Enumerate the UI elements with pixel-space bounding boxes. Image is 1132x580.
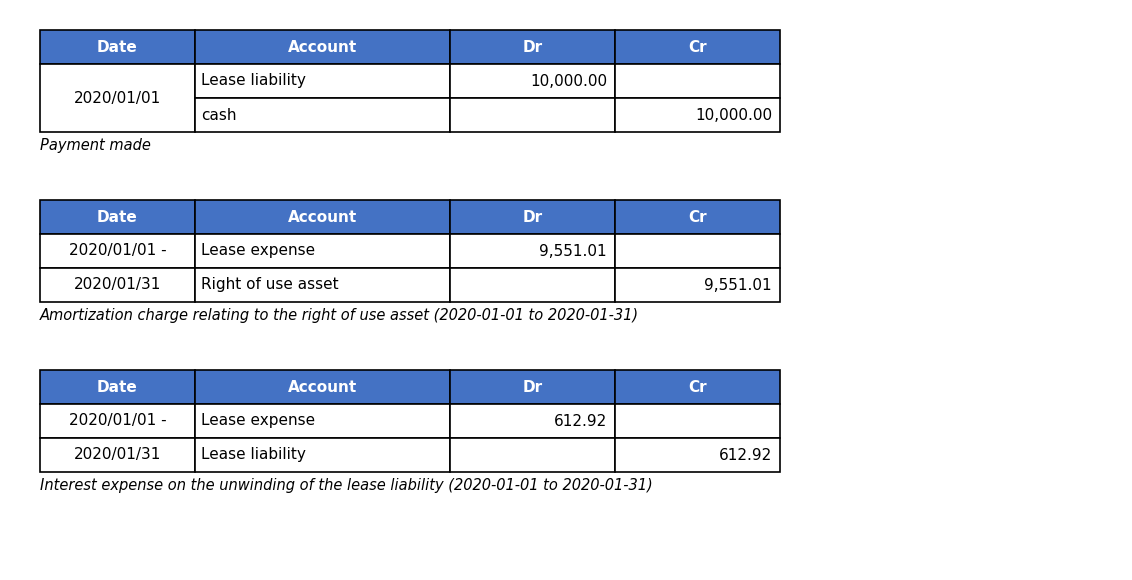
Text: Dr: Dr (523, 379, 542, 394)
Text: Lease liability: Lease liability (201, 74, 306, 89)
Text: Account: Account (288, 379, 357, 394)
Text: 2020/01/01 -: 2020/01/01 - (69, 244, 166, 259)
Bar (40, 438, 195, 472)
Bar (451, 200, 615, 234)
Bar (451, 98, 615, 132)
Bar (615, 98, 780, 132)
Bar (195, 370, 451, 404)
Bar (40, 370, 195, 404)
Text: Lease liability: Lease liability (201, 448, 306, 462)
Text: 612.92: 612.92 (554, 414, 607, 429)
Bar (451, 404, 615, 438)
Text: 10,000.00: 10,000.00 (530, 74, 607, 89)
Bar (40, 30, 195, 64)
Bar (40, 268, 195, 302)
Bar (615, 234, 780, 268)
Text: 612.92: 612.92 (719, 448, 772, 462)
Text: Date: Date (97, 209, 138, 224)
Text: Lease expense: Lease expense (201, 244, 315, 259)
Bar (615, 30, 780, 64)
Text: cash: cash (201, 107, 237, 122)
Bar (451, 234, 615, 268)
Text: 2020/01/31: 2020/01/31 (74, 448, 161, 462)
Bar (40, 404, 195, 438)
Text: Lease expense: Lease expense (201, 414, 315, 429)
Text: Interest expense on the unwinding of the lease liability (2020-01-01 to 2020-01-: Interest expense on the unwinding of the… (40, 478, 653, 493)
Text: Date: Date (97, 39, 138, 55)
Text: Date: Date (97, 379, 138, 394)
Bar (615, 64, 780, 98)
Text: Account: Account (288, 209, 357, 224)
Bar (451, 370, 615, 404)
Text: Right of use asset: Right of use asset (201, 277, 338, 292)
Text: 9,551.01: 9,551.01 (539, 244, 607, 259)
Bar (195, 64, 451, 98)
Bar (195, 98, 451, 132)
Bar (451, 438, 615, 472)
Bar (40, 234, 195, 268)
Text: 2020/01/01: 2020/01/01 (74, 90, 161, 106)
Text: Amortization charge relating to the right of use asset (2020-01-01 to 2020-01-31: Amortization charge relating to the righ… (40, 308, 640, 323)
Bar (195, 268, 451, 302)
Bar (195, 234, 451, 268)
Text: Account: Account (288, 39, 357, 55)
Text: Dr: Dr (523, 39, 542, 55)
Bar (195, 438, 451, 472)
Text: 2020/01/01 -: 2020/01/01 - (69, 414, 166, 429)
Text: Payment made: Payment made (40, 138, 151, 153)
Bar (40, 64, 195, 132)
Text: 9,551.01: 9,551.01 (704, 277, 772, 292)
Bar (451, 268, 615, 302)
Bar (615, 370, 780, 404)
Text: 2020/01/31: 2020/01/31 (74, 277, 161, 292)
Text: Cr: Cr (688, 39, 706, 55)
Bar (195, 404, 451, 438)
Bar (195, 30, 451, 64)
Bar (615, 438, 780, 472)
Bar (615, 404, 780, 438)
Bar (40, 200, 195, 234)
Bar (615, 200, 780, 234)
Text: Cr: Cr (688, 209, 706, 224)
Bar (451, 64, 615, 98)
Bar (195, 200, 451, 234)
Text: Dr: Dr (523, 209, 542, 224)
Bar (451, 30, 615, 64)
Bar (615, 268, 780, 302)
Text: Cr: Cr (688, 379, 706, 394)
Text: 10,000.00: 10,000.00 (695, 107, 772, 122)
